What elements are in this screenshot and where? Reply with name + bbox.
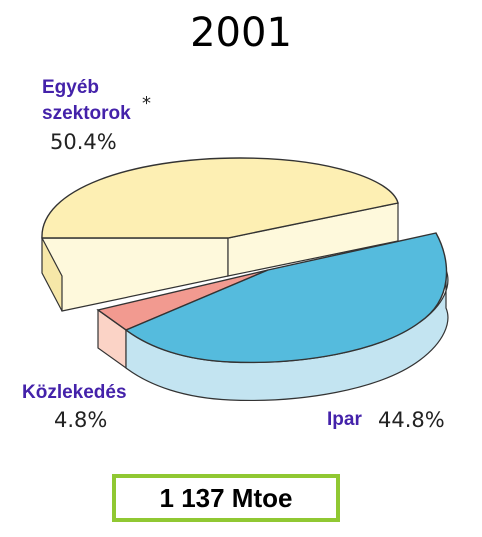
slice-ipar-top [124,232,448,364]
label-egyeb-note: * [142,93,151,114]
value-egyeb: 50.4% [50,130,117,154]
slice-egyeb-top [41,157,399,239]
value-ipar: 44.8% [378,408,445,432]
label-egyeb-line2: szektorok [42,103,131,124]
chart-title: 2001 [190,10,292,56]
label-egyeb-line1: Egyéb [42,77,100,98]
pie-slice-egyeb-szektorok [41,157,399,312]
label-ipar: Ipar [327,409,362,430]
label-kozlekedes: Közlekedés [22,382,127,403]
slice-egyeb-left [41,237,63,312]
total-energy-box: 1 137 Mtoe [112,474,340,522]
value-kozlekedes: 4.8% [54,408,108,432]
pie-slice-ipar [124,232,449,401]
total-energy-text: 1 137 Mtoe [159,482,293,513]
